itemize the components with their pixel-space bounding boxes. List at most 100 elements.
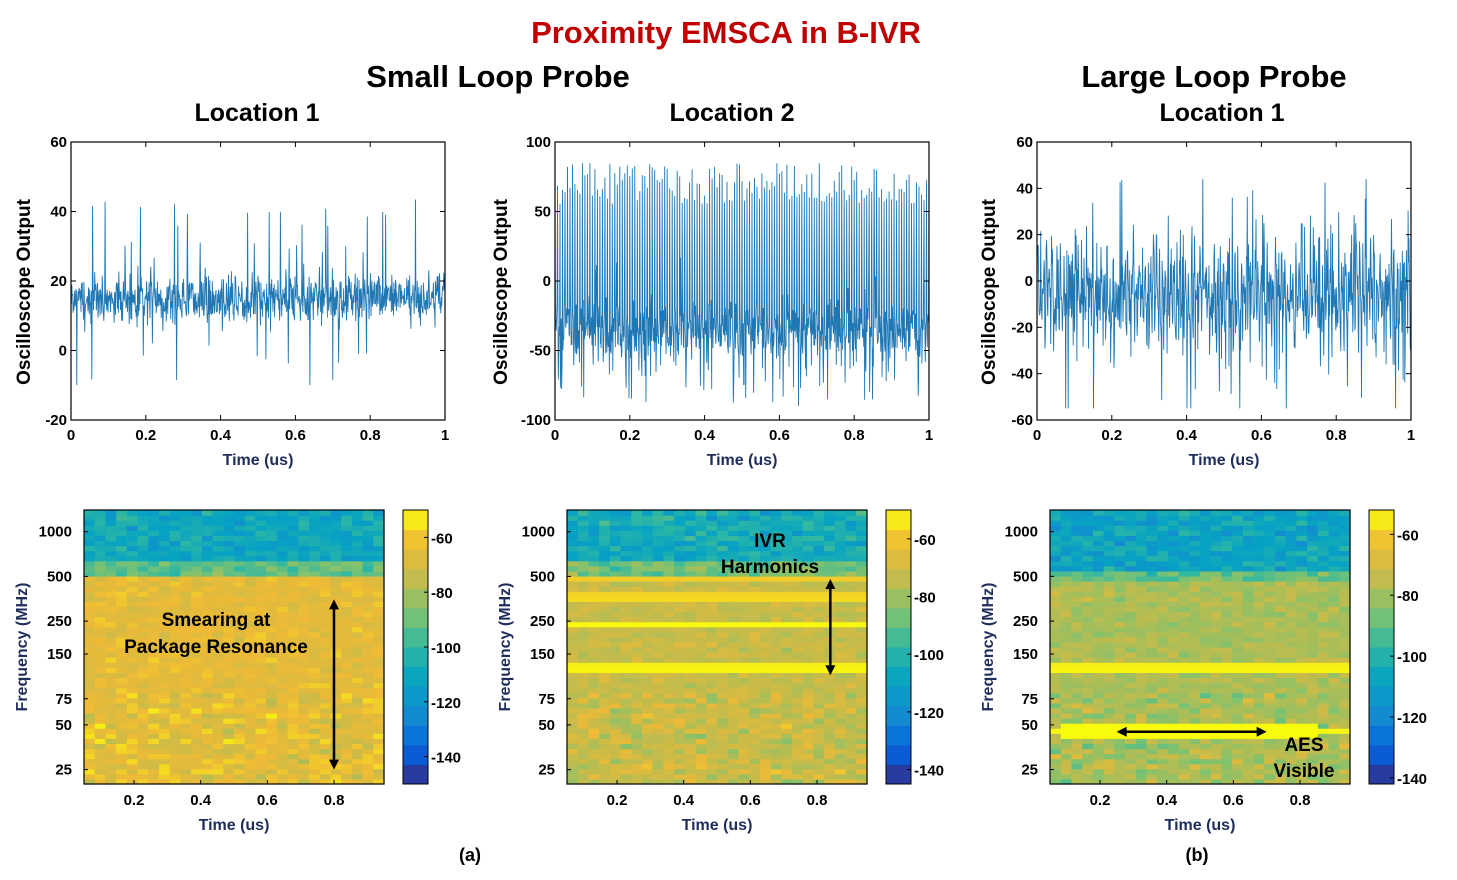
sp2-heatmap-cell xyxy=(802,712,815,719)
sp1-heatmap-cell xyxy=(341,581,353,587)
sp2-heatmap-cell xyxy=(620,565,632,572)
sp2-heatmap-cell xyxy=(727,712,740,719)
sp2-heatmap-cell xyxy=(695,728,707,734)
sp3-annotation-text: AES xyxy=(1284,735,1323,756)
sp3-heatmap-cell xyxy=(1275,540,1287,547)
sp1-heatmap-cell xyxy=(351,692,364,699)
sp2-heatmap-cell xyxy=(663,778,675,785)
sp2-heatmap-cell xyxy=(738,535,750,542)
sp3-heatmap-cell xyxy=(1296,697,1308,704)
sp3-heatmap-cell xyxy=(1125,611,1137,618)
sp1-heatmap-cell xyxy=(373,733,385,739)
sp3-heatmap-cell xyxy=(1157,768,1169,775)
sp2-heatmap-cell xyxy=(684,550,697,557)
sp3-heatmap-cell xyxy=(1264,586,1276,592)
sp2-heatmap-cell xyxy=(684,748,697,755)
sp3-heatmap-cell xyxy=(1071,596,1083,602)
sp2-heatmap-cell xyxy=(620,545,632,552)
sp3-heatmap-cell xyxy=(1275,748,1287,755)
sp3-heatmap-cell xyxy=(1082,606,1094,613)
sp3-heatmap-cell xyxy=(1210,758,1223,765)
sp2-colorbar-segment xyxy=(886,725,911,746)
sp2-heatmap-cell xyxy=(759,621,772,628)
ts2-xlabel: Time (us) xyxy=(707,452,778,469)
sp2-heatmap-cell xyxy=(567,733,579,739)
sp3-heatmap-cell xyxy=(1167,565,1180,572)
sp2-heatmap-cell xyxy=(695,748,707,755)
sp3-heatmap-cell xyxy=(1253,555,1265,562)
sp3-heatmap-cell xyxy=(1275,530,1287,536)
sp2-heatmap-cell xyxy=(856,510,868,516)
sp2-heatmap-cell xyxy=(674,677,686,684)
sp3-heatmap-cell xyxy=(1317,702,1330,709)
sp2-heatmap-cell xyxy=(813,611,825,618)
sp3-heatmap-cell xyxy=(1275,738,1287,744)
sp3-heatmap-cell xyxy=(1210,773,1223,780)
sp3-heatmap-cell xyxy=(1050,631,1062,638)
sp1-heatmap-cell xyxy=(341,621,353,628)
sp3-heatmap-cell xyxy=(1178,626,1190,633)
sp2-heatmap-cell xyxy=(759,535,772,542)
sp2-heatmap-cell xyxy=(856,575,868,582)
sp1-heatmap-cell xyxy=(362,702,374,709)
sp1-heatmap-cell xyxy=(276,520,289,526)
sp1-heatmap-cell xyxy=(373,591,385,597)
sp3-heatmap-cell xyxy=(1060,657,1073,663)
sp3-heatmap-cell xyxy=(1210,510,1223,516)
sp3-heatmap-cell xyxy=(1307,581,1319,587)
sp1-heatmap-cell xyxy=(105,758,117,765)
sp1-heatmap-cell xyxy=(223,575,235,582)
sp2-heatmap-cell xyxy=(792,718,804,724)
sp3-heatmap-cell xyxy=(1178,657,1190,663)
sp2-heatmap-cell xyxy=(652,581,665,587)
sp2-heatmap-cell xyxy=(567,707,579,714)
sp2-heatmap-cell xyxy=(824,738,836,744)
sp1-heatmap-cell xyxy=(180,733,192,739)
sp2-heatmap-cell xyxy=(749,540,761,547)
sp3-arrowhead-left xyxy=(1116,726,1127,737)
sp2-heatmap-cell xyxy=(717,652,729,658)
sp1-heatmap-cell xyxy=(276,510,289,516)
sp3-heatmap-cell xyxy=(1232,530,1244,536)
sp3-heatmap-cell xyxy=(1200,540,1212,547)
sp3-heatmap-cell xyxy=(1317,748,1330,755)
sp1-heatmap-cell xyxy=(351,667,364,673)
sp2-heatmap-cell xyxy=(599,636,611,643)
sp3-heatmap-cell xyxy=(1221,707,1233,714)
sp1-heatmap-cell xyxy=(137,606,149,613)
sp3-heatmap-cell xyxy=(1210,560,1223,567)
sp1-heatmap-cell xyxy=(298,728,310,734)
sp1-heatmap-cell xyxy=(234,641,246,648)
sp3-heatmap-cell xyxy=(1103,591,1115,597)
sp3-heatmap-cell xyxy=(1167,581,1180,587)
sp1-heatmap-cell xyxy=(159,682,171,689)
sp3-ytick-label: 500 xyxy=(1013,568,1038,585)
sp1-heatmap-cell xyxy=(180,682,192,689)
sp1-heatmap-cell xyxy=(201,733,214,739)
sp1-heatmap-cell xyxy=(94,743,107,750)
sp1-heatmap-cell xyxy=(169,702,182,709)
sp3-heatmap-cell xyxy=(1296,672,1308,679)
sp2-heatmap-cell xyxy=(577,667,590,673)
sp3-heatmap-cell xyxy=(1189,733,1201,739)
sp2-heatmap-cell xyxy=(577,601,590,607)
sp3-heatmap-cell xyxy=(1221,581,1233,587)
sp3-heatmap-cell xyxy=(1189,581,1201,587)
sp1-heatmap-cell xyxy=(191,520,203,526)
sp1-xtick-label: 0.6 xyxy=(257,792,278,809)
sp1-heatmap-cell xyxy=(351,763,364,770)
sp2-heatmap-cell xyxy=(792,702,804,709)
sp2-heatmap-cell xyxy=(684,738,697,744)
sp3-heatmap-cell xyxy=(1339,662,1351,668)
sp3-heatmap-cell xyxy=(1103,555,1115,562)
sp1-heatmap-cell xyxy=(159,586,171,592)
sp1-heatmap-cell xyxy=(148,682,160,689)
sp1-heatmap-cell xyxy=(341,657,353,663)
sp1-heatmap-cell xyxy=(201,662,214,668)
sp2-heatmap-cell xyxy=(749,636,761,643)
sp1-heatmap-cell xyxy=(351,510,364,516)
sp3-heatmap-cell xyxy=(1275,611,1287,618)
sp3-heatmap-cell xyxy=(1082,530,1094,536)
sp3-heatmap-cell xyxy=(1071,773,1083,780)
sp1-heatmap-cell xyxy=(276,667,289,673)
